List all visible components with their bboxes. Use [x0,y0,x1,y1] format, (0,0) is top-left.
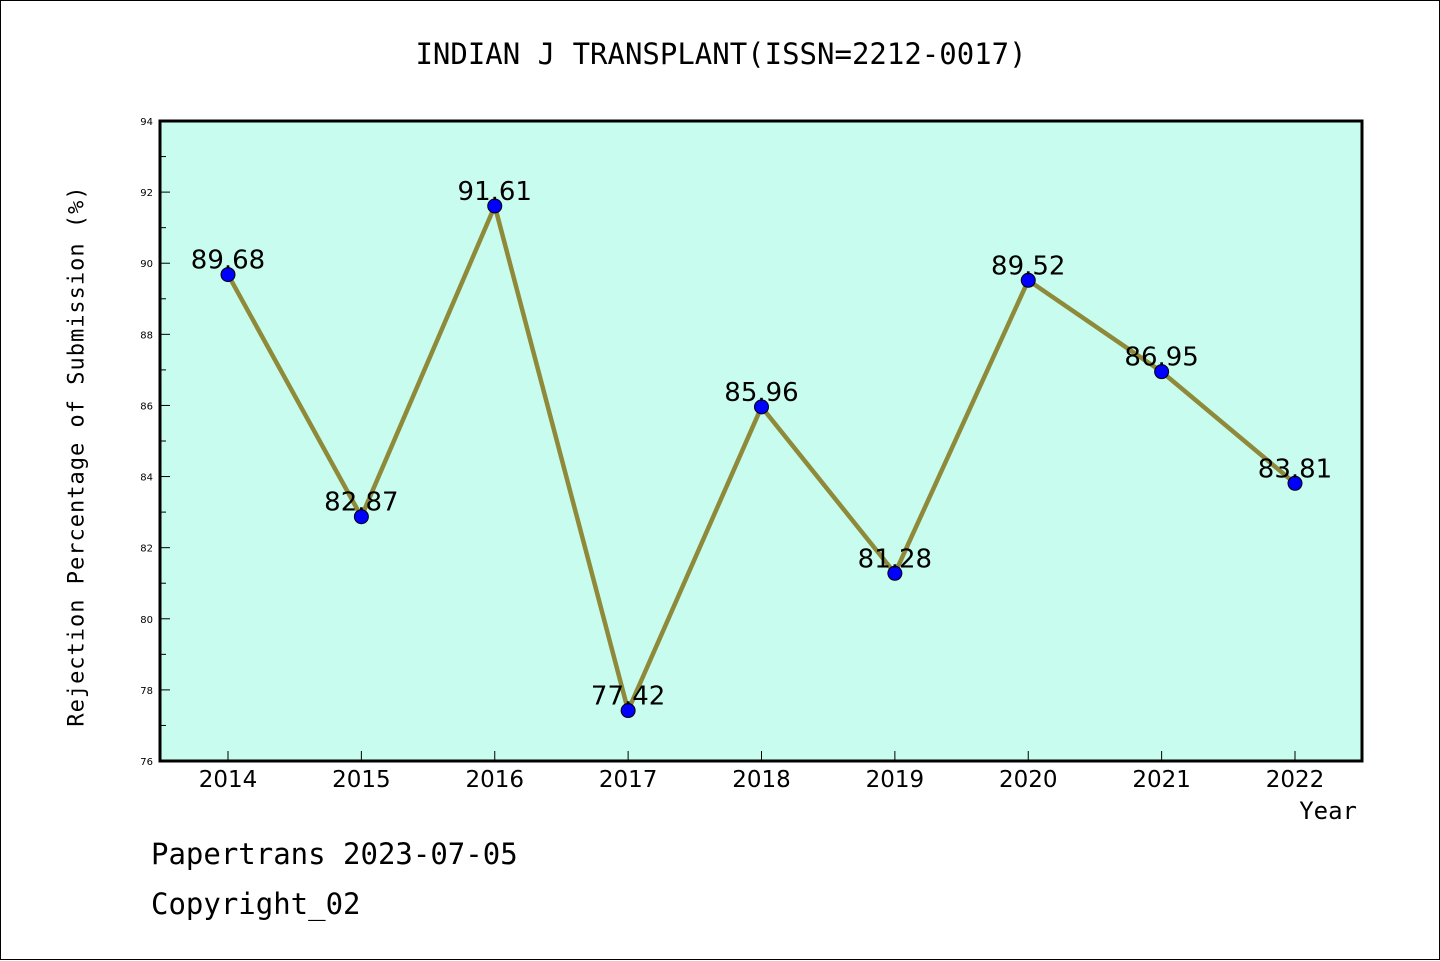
x-axis-ticks: 2014 2015 2016 2017 2018 2019 2020 2021 2022 [199,751,1325,793]
data-point [353,509,369,525]
footer-date: Papertrans 2023-07-05 [151,837,518,871]
data-label: 91.61 [458,177,532,207]
data-label: 89.52 [991,251,1065,281]
x-tick-label: 2020 [999,767,1058,793]
data-point [1287,475,1303,491]
x-tick-label: 2014 [199,767,258,793]
data-point [754,399,769,415]
y-tick-label: 84 [140,473,153,484]
data-label: 81.28 [858,544,932,574]
x-tick-label: 2015 [332,767,391,793]
data-point [1154,364,1170,380]
x-tick-label: 2021 [1132,767,1191,793]
y-tick-label: 94 [140,117,153,128]
y-tick-label: 80 [140,615,153,626]
y-tick-label: 86 [140,401,153,412]
y-tick-label: 90 [140,259,153,270]
x-tick-label: 2022 [1266,767,1325,793]
data-points [220,198,1303,719]
data-point [487,198,503,214]
data-label: 85.96 [724,378,798,408]
x-tick-label: 2019 [866,767,925,793]
x-tick-label: 2017 [599,767,658,793]
chart-title: INDIAN J TRANSPLANT(ISSN=2212-0017) [415,37,1027,71]
data-label: 82.87 [324,488,398,518]
data-label: 83.81 [1258,454,1332,484]
footer-copyright: Copyright_02 [151,887,361,921]
x-tick-label: 2018 [732,767,791,793]
x-axis-label: Year [1299,797,1357,825]
y-tick-label: 76 [140,757,153,768]
data-point [1020,272,1036,288]
data-label: 89.68 [191,246,265,276]
plot-area [158,119,1364,763]
data-point [887,565,903,581]
data-point [220,267,236,283]
y-tick-label: 88 [140,330,153,341]
data-labels: 89.68 82.87 91.61 77.42 85.96 81.28 89.52 86.95… [191,177,1332,712]
data-point [620,703,636,719]
y-tick-label: 92 [140,188,153,199]
y-tick-label: 82 [140,544,153,555]
y-axis-ticks: 76 78 80 82 84 86 88 90 92 94 [140,117,170,768]
data-label: 86.95 [1124,343,1198,373]
data-label: 77.42 [591,682,665,712]
x-tick-label: 2016 [465,767,524,793]
y-tick-label: 78 [140,686,153,697]
